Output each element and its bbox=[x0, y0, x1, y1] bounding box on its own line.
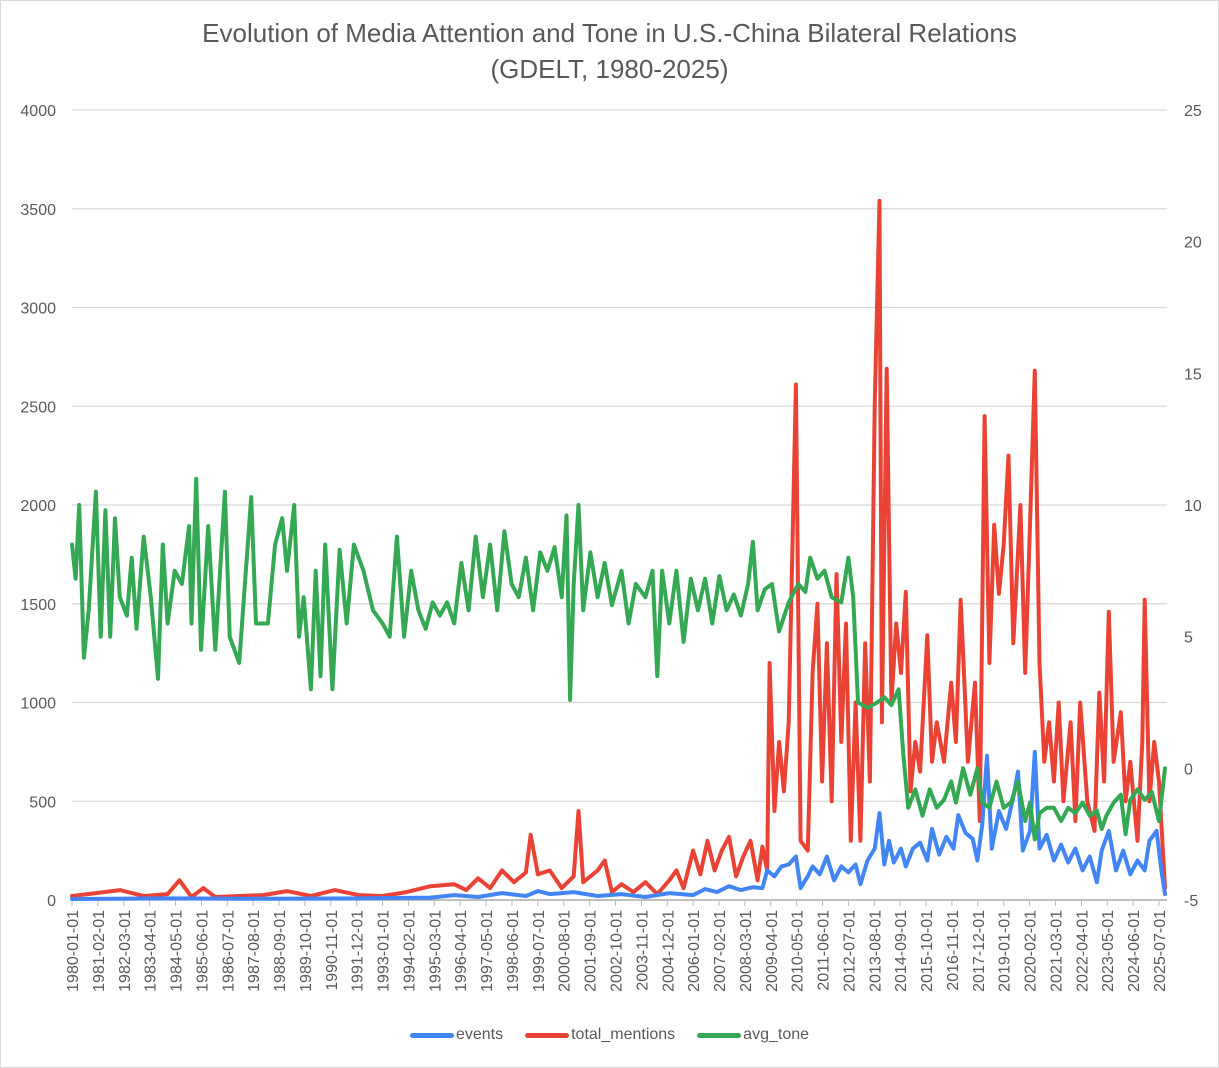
x-axis-tick-label: 1983-04-01 bbox=[143, 910, 160, 992]
series-line-events bbox=[70, 749, 1167, 901]
legend-swatch bbox=[409, 1032, 454, 1038]
left-axis-tick-label: 2500 bbox=[20, 399, 56, 416]
left-axis-tick-label: 500 bbox=[29, 794, 56, 811]
x-axis-tick-label: 1995-03-01 bbox=[427, 910, 444, 992]
x-axis-tick-label: 2006-01-01 bbox=[686, 910, 703, 992]
right-axis-tick-label: 0 bbox=[1184, 761, 1193, 778]
x-axis-tick-label: 2010-05-01 bbox=[790, 910, 807, 992]
x-axis-tick-label: 2019-01-01 bbox=[997, 910, 1014, 992]
left-axis-tick-label: 1500 bbox=[20, 597, 56, 614]
left-axis-tick-label: 0 bbox=[47, 893, 56, 910]
x-axis-tick-label: 2022-04-01 bbox=[1074, 910, 1091, 992]
x-axis-tick-label: 2023-05-01 bbox=[1100, 910, 1117, 992]
right-axis-tick-label: 15 bbox=[1184, 366, 1202, 383]
x-axis-tick-label: 1991-12-01 bbox=[350, 910, 367, 992]
x-axis-tick-label: 2011-06-01 bbox=[816, 910, 833, 991]
legend-swatch bbox=[697, 1032, 742, 1038]
x-axis-tick-label: 2024-06-01 bbox=[1126, 910, 1143, 992]
x-axis-tick-label: 2004-12-01 bbox=[660, 910, 677, 992]
x-axis-tick-label: 2017-12-01 bbox=[971, 910, 988, 992]
left-axis-tick-label: 4000 bbox=[20, 103, 56, 120]
right-axis-tick-label: 25 bbox=[1184, 103, 1202, 120]
x-axis-tick-label: 2001-09-01 bbox=[583, 910, 600, 992]
series-line-avg-tone bbox=[70, 476, 1167, 842]
right-axis-tick-label: 5 bbox=[1184, 630, 1193, 647]
x-axis-tick-label: 2015-10-01 bbox=[919, 910, 936, 992]
x-axis-tick-label: 2008-03-01 bbox=[738, 910, 755, 992]
legend-swatch bbox=[525, 1032, 570, 1038]
x-axis-tick-label: 2014-09-01 bbox=[893, 910, 910, 992]
left-axis-tick-label: 3000 bbox=[20, 301, 56, 318]
x-axis-tick-label: 1984-05-01 bbox=[169, 910, 186, 992]
x-axis-tick-label: 2025-07-01 bbox=[1152, 910, 1169, 992]
legend-label: total_mentions bbox=[571, 1026, 676, 1043]
x-axis-tick-label: 1981-02-01 bbox=[91, 910, 108, 992]
x-axis-tick-label: 2007-02-01 bbox=[712, 910, 729, 992]
x-axis-tick-label: 2009-04-01 bbox=[764, 910, 781, 992]
x-axis-tick-label: 1997-05-01 bbox=[479, 910, 496, 992]
x-axis-tick-label: 1993-01-01 bbox=[376, 910, 393, 992]
x-axis-tick-label: 1996-04-01 bbox=[453, 910, 470, 992]
x-axis-tick-label: 1999-07-01 bbox=[531, 910, 548, 992]
x-axis-tick-label: 2016-11-01 bbox=[945, 910, 962, 991]
x-axis-tick-label: 1982-03-01 bbox=[117, 910, 134, 992]
x-axis-tick-label: 1994-02-01 bbox=[401, 910, 418, 992]
right-axis-tick-label: -5 bbox=[1184, 893, 1198, 910]
x-axis-tick-label: 1987-08-01 bbox=[246, 910, 263, 992]
legend-item-events: events bbox=[409, 1026, 504, 1044]
x-axis-tick-label: 2000-08-01 bbox=[557, 910, 574, 992]
x-axis-tick-label: 1989-10-01 bbox=[298, 910, 315, 992]
x-axis-tick-label: 2020-02-01 bbox=[1023, 910, 1040, 992]
right-axis-tick-label: 10 bbox=[1184, 498, 1202, 515]
x-axis-tick-label: 1980-01-01 bbox=[65, 910, 82, 992]
legend-item-avg-tone: avg_tone bbox=[697, 1026, 809, 1044]
series-line-total-mentions bbox=[70, 198, 1167, 899]
x-axis-tick-label: 1986-07-01 bbox=[220, 910, 237, 992]
chart-subtitle: (GDELT, 1980-2025) bbox=[490, 54, 729, 84]
chart-title: Evolution of Media Attention and Tone in… bbox=[202, 18, 1017, 48]
legend-label: events bbox=[455, 1026, 504, 1043]
x-axis-tick-label: 1985-06-01 bbox=[194, 910, 211, 992]
left-axis-tick-label: 1000 bbox=[20, 696, 56, 713]
x-axis-tick-label: 2002-10-01 bbox=[609, 910, 626, 992]
legend: events total_mentions avg_tone bbox=[0, 1026, 1219, 1044]
x-axis-tick-label: 2021-03-01 bbox=[1048, 910, 1065, 992]
left-axis-tick-label: 3500 bbox=[20, 202, 56, 219]
x-axis-tick-label: 1998-06-01 bbox=[505, 910, 522, 992]
x-axis-tick-label: 2013-08-01 bbox=[867, 910, 884, 992]
x-axis-tick-label: 2003-11-01 bbox=[634, 910, 651, 991]
x-axis-tick-label: 2012-07-01 bbox=[841, 910, 858, 992]
x-axis-tick-label: 1990-11-01 bbox=[324, 910, 341, 991]
x-axis-tick-label: 1988-09-01 bbox=[272, 910, 289, 992]
legend-item-total-mentions: total_mentions bbox=[525, 1026, 675, 1044]
legend-label: avg_tone bbox=[743, 1026, 810, 1043]
right-axis-tick-label: 20 bbox=[1184, 235, 1202, 252]
left-axis-tick-label: 2000 bbox=[20, 498, 56, 515]
